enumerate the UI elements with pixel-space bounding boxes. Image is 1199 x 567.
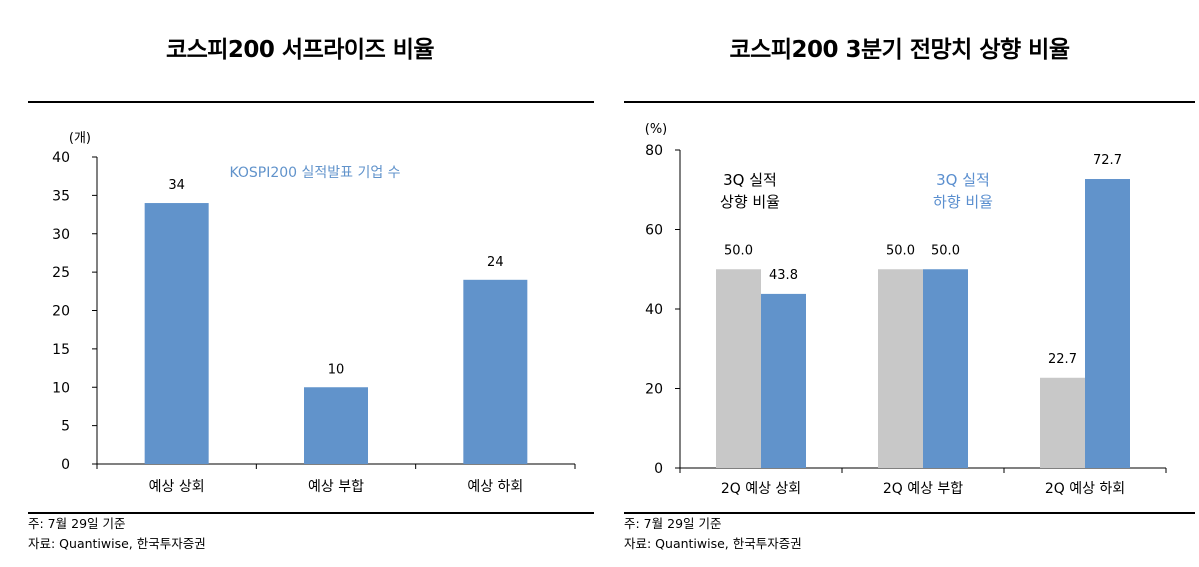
y-tick-label: 5 xyxy=(61,419,70,435)
y-tick-label: 10 xyxy=(52,380,70,396)
footnote: 주: 7월 29일 기준 xyxy=(624,516,722,531)
series-label: 3Q 실적 xyxy=(936,171,990,189)
data-label: 50.0 xyxy=(724,243,753,258)
bar xyxy=(923,269,968,468)
bar xyxy=(144,203,209,465)
y-tick-label: 40 xyxy=(52,150,70,166)
y-tick-label: 30 xyxy=(52,227,70,243)
x-tick-label: 2Q 예상 하회 xyxy=(1045,481,1125,497)
x-tick-label: 예상 하회 xyxy=(467,479,523,495)
y-tick-label: 60 xyxy=(645,223,663,239)
data-label: 43.8 xyxy=(769,268,798,283)
x-tick-label: 예상 부합 xyxy=(308,479,364,495)
footer-rule xyxy=(28,512,594,514)
source-note: 자료: Quantiwise, 한국투자증권 xyxy=(28,536,206,551)
y-tick-label: 20 xyxy=(645,382,663,398)
bar xyxy=(1040,377,1085,468)
chart-panel-revision: 코스피200 3분기 전망치 상향 비율 (%) 0 20 40 60 80 50.0 43.… xyxy=(600,0,1199,567)
title-rule xyxy=(28,101,594,103)
y-tick-label: 25 xyxy=(52,265,70,281)
footer-rule xyxy=(624,512,1195,514)
series-label: 3Q 실적 xyxy=(723,171,777,189)
data-label: 34 xyxy=(168,178,185,193)
data-label: 10 xyxy=(328,362,345,377)
data-label: 22.7 xyxy=(1048,352,1077,367)
y-tick-label: 15 xyxy=(52,342,70,358)
y-tick-label: 80 xyxy=(645,143,663,159)
bar-chart-surprise: (개) 0 5 10 15 20 25 30 35 40 34 예상 상회 10 예상 부합 24 예상 하회… xyxy=(52,131,576,495)
legend-text: KOSPI200 실적발표 기업 수 xyxy=(229,165,400,181)
x-tick-label: 2Q 예상 상회 xyxy=(721,481,801,497)
x-tick-label: 예상 상회 xyxy=(149,479,205,495)
bar xyxy=(1085,179,1130,468)
chart-notes: 주: 7월 29일 기준 자료: Quantiwise, 한국투자증권 xyxy=(624,514,802,554)
bar xyxy=(716,269,761,468)
y-axis-label: (개) xyxy=(69,131,91,146)
series-label: 하향 비율 xyxy=(933,193,993,211)
bar xyxy=(761,293,806,468)
x-tick-label: 2Q 예상 부합 xyxy=(883,481,963,497)
chart-panel-surprise: 코스피200 서프라이즈 비율 (개) 0 5 10 15 20 25 30 35 40 34 예상 … xyxy=(28,37,594,554)
footnote: 주: 7월 29일 기준 xyxy=(28,516,126,531)
chart-notes: 주: 7월 29일 기준 자료: Quantiwise, 한국투자증권 xyxy=(28,514,206,554)
data-label: 72.7 xyxy=(1093,153,1122,168)
chart-title: 코스피200 3분기 전망치 상향 비율 xyxy=(729,37,1070,63)
bar-chart-revision: (%) 0 20 40 60 80 50.0 43.8 2Q 예상 상회 50.0 50.0 2Q 예… xyxy=(645,122,1167,497)
y-tick-label: 0 xyxy=(654,461,663,477)
data-label: 24 xyxy=(487,255,504,270)
y-axis-label: (%) xyxy=(645,122,668,137)
bar xyxy=(463,279,528,464)
y-tick-label: 40 xyxy=(645,302,663,318)
y-tick-label: 20 xyxy=(52,304,70,320)
source-note: 자료: Quantiwise, 한국투자증권 xyxy=(624,536,802,551)
series-label: 상향 비율 xyxy=(720,193,780,211)
bar xyxy=(304,387,368,464)
y-tick-label: 0 xyxy=(61,457,70,473)
bar xyxy=(878,269,923,468)
data-label: 50.0 xyxy=(931,243,960,258)
title-rule xyxy=(624,101,1195,103)
data-label: 50.0 xyxy=(886,243,915,258)
y-tick-label: 35 xyxy=(52,188,70,204)
chart-title: 코스피200 서프라이즈 비율 xyxy=(165,37,435,63)
